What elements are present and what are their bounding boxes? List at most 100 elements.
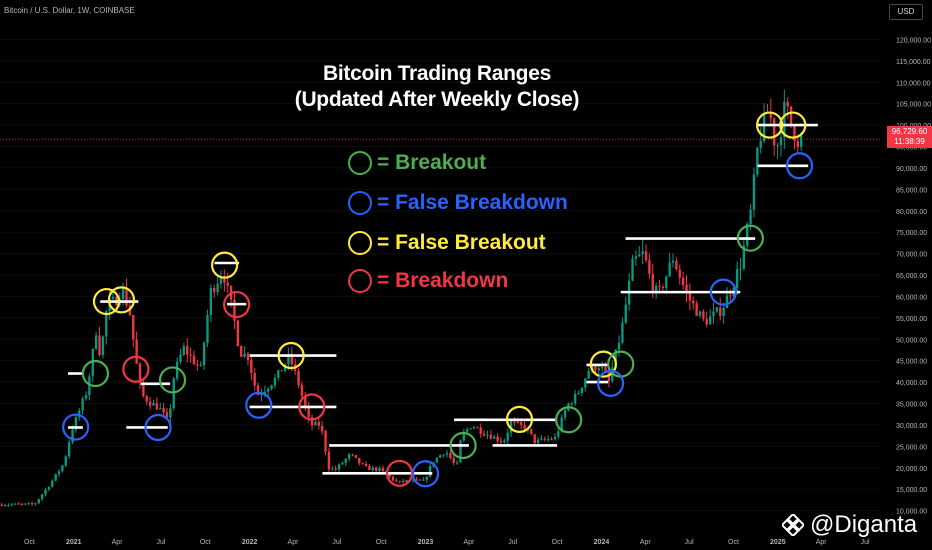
candle-body [553,436,557,440]
candle-body [253,372,256,386]
candle-body [54,474,57,481]
candle-body [381,467,385,472]
candle-body [209,287,213,316]
candle-body [779,137,783,145]
candle-body [88,376,91,396]
candle-body [395,480,398,482]
candle-body [594,364,597,371]
legend-label: = Breakdown [377,269,509,292]
candle-body [695,303,698,316]
candle-body [260,393,263,396]
bar-countdown: 11:38:39 [894,137,925,146]
candle-body [600,367,604,369]
candle-body [44,489,47,495]
price-tick-label: 65,000.00 [896,273,927,280]
false-breakdown-marker [411,460,440,488]
candle-body [334,468,337,470]
candle-body [469,428,472,430]
legend-false-breakdown: = False Breakdown [348,191,568,215]
candle-body [17,503,20,505]
candle-body [84,395,88,399]
candle-body [307,406,310,418]
candle-body [196,364,199,366]
false-breakdown-marker [245,391,273,419]
price-tick-label: 110,000.00 [896,80,931,87]
candle-body [24,503,27,505]
price-tick-label: 50,000.00 [896,337,927,344]
candle-body [81,398,84,411]
candle-body [61,465,64,472]
candle-body [337,464,341,470]
candle-body [648,260,651,274]
time-tick-label: Oct [552,539,563,546]
candle-body [155,402,159,410]
candle-body [159,408,162,410]
candle-body [550,439,553,441]
candle-body [202,342,206,366]
candle-body [371,467,374,471]
candle-body [240,346,243,357]
price-tick-label: 120,000.00 [896,37,931,44]
author-watermark: @Diganta [780,511,917,539]
candle-body [7,504,10,506]
candle-body [604,367,607,373]
candle-body [314,421,317,426]
legend-false-breakout: = False Breakout [348,231,546,255]
candle-body [439,455,442,458]
time-tick-label: Jul [508,539,517,546]
candle-body [169,408,172,418]
false-breakdown-marker [62,413,90,441]
last-price: 96,729.60 [891,127,928,136]
time-tick-label: Apr [816,539,828,546]
candle-body [702,311,705,319]
currency-button[interactable]: USD [889,4,923,20]
candle-body [317,421,320,426]
candle-body [621,322,624,343]
candle-body [267,388,270,392]
false-breakout-marker [505,405,534,433]
false-breakdown-marker [709,278,737,306]
time-tick-label: 2025 [770,539,786,546]
candle-body [67,442,71,457]
candle-body [712,311,715,317]
price-tick-label: 30,000.00 [896,423,927,430]
candle-body [273,377,277,386]
candle-body [280,370,283,372]
price-tick-label: 90,000.00 [896,166,927,173]
candle-body [121,287,125,299]
candle-body [105,311,108,337]
candle-body [452,458,455,463]
candle-body [3,505,7,507]
candle-body [34,503,37,505]
candle-body [213,287,216,292]
time-tick-label: 2023 [418,539,434,546]
candle-body [320,425,324,432]
candle-body [341,462,344,465]
candle-body [685,284,688,293]
candle-body [391,476,395,481]
candle-body [668,262,671,277]
candle-body [735,269,739,289]
false-breakout-marker [589,350,617,378]
candle-body [435,457,439,463]
candle-body [800,135,803,147]
price-tick-label: 20,000.00 [896,466,927,473]
candle-body [425,476,428,480]
time-tick-label: Jul [332,539,341,546]
price-tick-label: 25,000.00 [896,444,927,451]
breakout-marker [736,224,764,252]
candle-body [796,140,800,147]
candle-body [186,346,189,355]
symbol-info: Bitcoin / U.S. Dollar, 1W, COINBASE [4,6,135,15]
candle-body [644,251,648,261]
price-tick-label: 40,000.00 [896,380,927,387]
candle-body [752,174,756,210]
breakout-marker [81,359,110,388]
candle-body [769,113,773,119]
candle-body [361,463,364,465]
candle-body [142,382,145,397]
false-breakout-marker [277,341,305,370]
candle-body [547,439,550,441]
candle-body [540,438,543,440]
price-tick-label: 55,000.00 [896,316,927,323]
